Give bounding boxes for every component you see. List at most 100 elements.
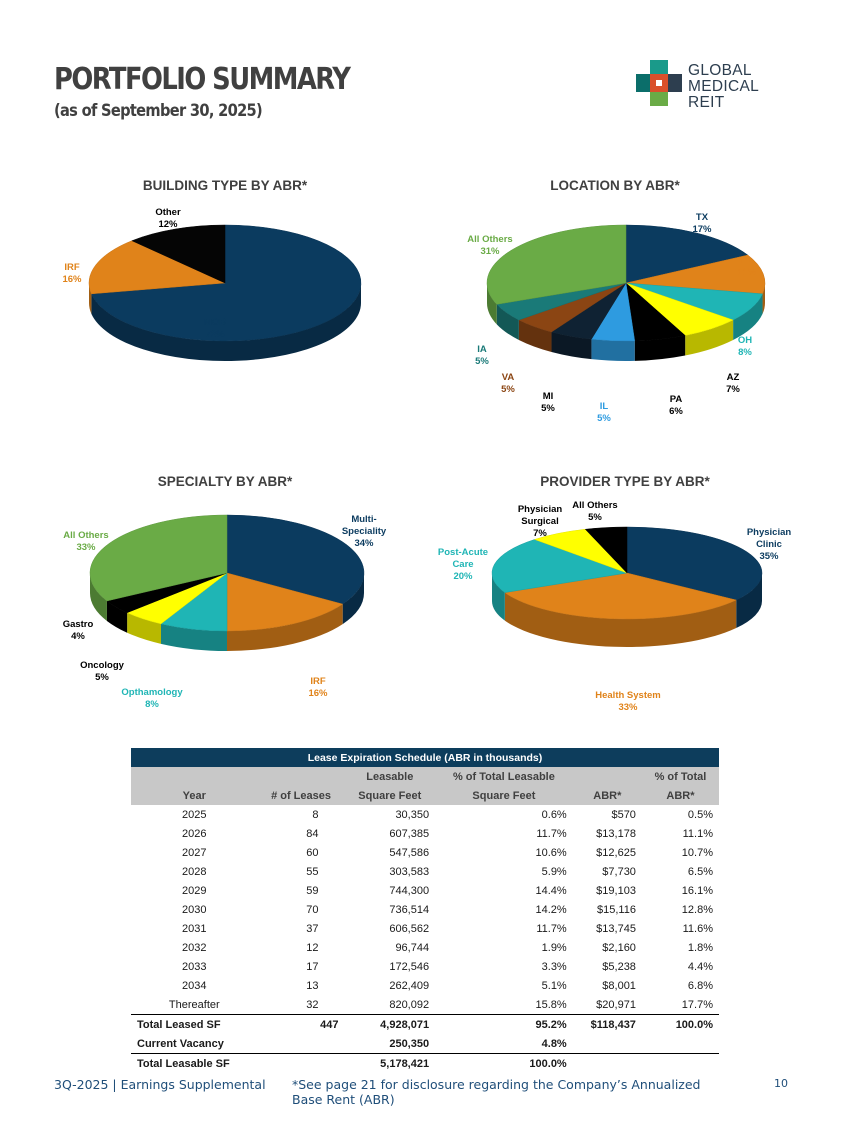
pie-side-gastro xyxy=(106,600,128,633)
pie-slice-all-others xyxy=(584,526,628,574)
pie-side-mi xyxy=(551,331,592,360)
table-cell: 4.8% xyxy=(435,1034,573,1054)
lease-table-title: Lease Expiration Schedule (ABR in thousa… xyxy=(131,748,719,767)
table-cell: 3.3% xyxy=(541,960,567,973)
specialty-pie-chart: Multi-Speciality 34% IRF 16% Opthamology 8% On… xyxy=(63,514,387,710)
pie-slice-post-acute-care xyxy=(491,539,628,593)
page-subtitle: (as of September 30, 2025) xyxy=(54,101,263,121)
table-cell: 262,409 xyxy=(389,979,430,992)
table-cell: 11.7% xyxy=(536,827,567,840)
table-cell: 15.8% xyxy=(535,998,567,1011)
pie-side-mob xyxy=(91,283,361,361)
table-cell: 95.2% xyxy=(435,1014,573,1034)
table-cell: 820,092 xyxy=(389,998,430,1011)
header-cell: % of Total Leasable xyxy=(435,767,573,786)
table-cell: 55 xyxy=(306,865,319,878)
table-cell: 16.1% xyxy=(681,884,713,897)
pie-slice-all-others xyxy=(486,224,627,305)
table-cell: 447 xyxy=(257,1014,345,1034)
pie-label-opthamology: Opthamology 8% xyxy=(121,687,183,710)
header-cell xyxy=(572,767,642,786)
table-cell: 2031 xyxy=(182,922,207,935)
location-pie-chart: TX 17% FL 11% OH 8% AZ 7% PA 6% IL 5% MI 5% VA 5% IA 5% Al… xyxy=(467,212,766,424)
total-leasable-row: Total Leasable SF 5,178,421 100.0% xyxy=(131,1054,719,1074)
table-cell: 11.7% xyxy=(536,922,567,935)
pie-label-oncology: Oncology 5% xyxy=(80,660,125,683)
table-cell: 8 xyxy=(312,808,319,821)
pie-side-all-others xyxy=(487,283,497,325)
table-cell: 547,586 xyxy=(389,846,430,859)
pie-label-irf: IRF 16% xyxy=(62,262,82,285)
table-cell: $19,103 xyxy=(596,884,636,897)
table-cell: 2027 xyxy=(182,846,207,859)
pie-side-ia xyxy=(496,304,519,340)
table-cell xyxy=(641,1034,719,1054)
table-cell: 11.1% xyxy=(682,827,713,840)
pie-label-oh: OH 8% xyxy=(738,335,753,358)
table-cell: 17 xyxy=(306,960,319,973)
header-cell: Year xyxy=(131,786,258,805)
lease-table-header-bottom: Year # of Leases Square Feet Square Feet… xyxy=(131,786,719,805)
table-cell: 100.0% xyxy=(529,1057,567,1070)
table-cell: 736,514 xyxy=(389,903,430,916)
header-cell: ABR* xyxy=(641,786,719,805)
table-cell: 59 xyxy=(306,884,319,897)
header-cell xyxy=(257,767,345,786)
pie-label-physician-surgical: Physician Surgical 7% xyxy=(518,504,563,539)
table-cell: $570 xyxy=(611,808,636,821)
pie-label-va: VA 5% xyxy=(501,372,515,395)
page-title: PORTFOLIO SUMMARY xyxy=(54,62,351,97)
lease-table-header-top: Leasable % of Total Leasable % of Total xyxy=(131,767,719,786)
table-row: 2034 13 262,409 5.1% $8,001 6.8% xyxy=(131,976,719,995)
pie-slice-fl xyxy=(625,254,766,295)
table-cell: Total Leased SF xyxy=(131,1014,258,1034)
pie-side-oh xyxy=(733,293,763,340)
table-cell xyxy=(257,1034,345,1054)
pie-label-pa: PA 6% xyxy=(669,394,683,417)
chart-title-specialty: SPECIALTY BY ABR* xyxy=(157,474,293,489)
table-row: 2033 17 172,546 3.3% $5,238 4.4% xyxy=(131,957,719,976)
table-cell: 2030 xyxy=(182,903,207,916)
pie-slice-irf xyxy=(226,572,344,632)
pie-label-il: IL 5% xyxy=(597,401,611,424)
pie-label-irf: IRF 16% xyxy=(308,676,328,699)
pie-slice-all-others xyxy=(89,514,228,602)
logo-line-1: GLOBAL xyxy=(688,62,752,79)
table-cell: 10.6% xyxy=(535,846,567,859)
table-row: 2031 37 606,562 11.7% $13,745 11.6% xyxy=(131,919,719,938)
pie-side-irf xyxy=(89,283,92,314)
table-cell: 13 xyxy=(306,979,319,992)
table-cell: 17.7% xyxy=(681,998,713,1011)
pie-slice-multi-speciality xyxy=(226,514,365,605)
header-cell: # of Leases xyxy=(257,786,345,805)
table-cell: 2033 xyxy=(182,960,207,973)
table-cell: 11.6% xyxy=(682,922,713,935)
current-vacancy-row: Current Vacancy 250,350 4.8% xyxy=(131,1034,719,1054)
table-cell: 744,300 xyxy=(389,884,430,897)
table-cell: $8,001 xyxy=(602,979,636,992)
pie-slice-irf xyxy=(88,240,226,295)
pie-label-all-others: All Others 31% xyxy=(467,234,512,257)
pie-slice-physician-clinic xyxy=(626,526,763,601)
table-cell: 84 xyxy=(306,827,319,840)
table-row: 2026 84 607,385 11.7% $13,178 11.1% xyxy=(131,824,719,843)
table-cell xyxy=(572,1034,642,1054)
table-cell: Total Leasable SF xyxy=(137,1057,230,1070)
pie-label-az: AZ 7% xyxy=(726,372,740,395)
logo-line-2: MEDICAL REIT xyxy=(688,78,759,111)
table-cell: $5,238 xyxy=(602,960,636,973)
table-cell: $7,730 xyxy=(602,865,636,878)
pie-label-other: Other 12% xyxy=(155,207,181,230)
table-cell: 14.4% xyxy=(535,884,567,897)
table-cell xyxy=(642,1054,719,1074)
pie-slice-other xyxy=(131,224,226,284)
table-row: 2025 8 30,350 0.6% $570 0.5% xyxy=(131,805,719,824)
table-cell: 5.9% xyxy=(541,865,567,878)
table-cell: 607,385 xyxy=(389,827,430,840)
total-leased-row: Total Leased SF 447 4,928,071 95.2% $118… xyxy=(131,1014,719,1034)
pie-label-post-acute-care: Post-Acute Care 20% xyxy=(438,547,488,582)
abr-footnote: *See page 21 for disclosure regarding th… xyxy=(292,1077,701,1107)
table-cell: $2,160 xyxy=(602,941,636,954)
table-cell: 1.9% xyxy=(541,941,567,954)
table-cell: 12 xyxy=(306,941,319,954)
